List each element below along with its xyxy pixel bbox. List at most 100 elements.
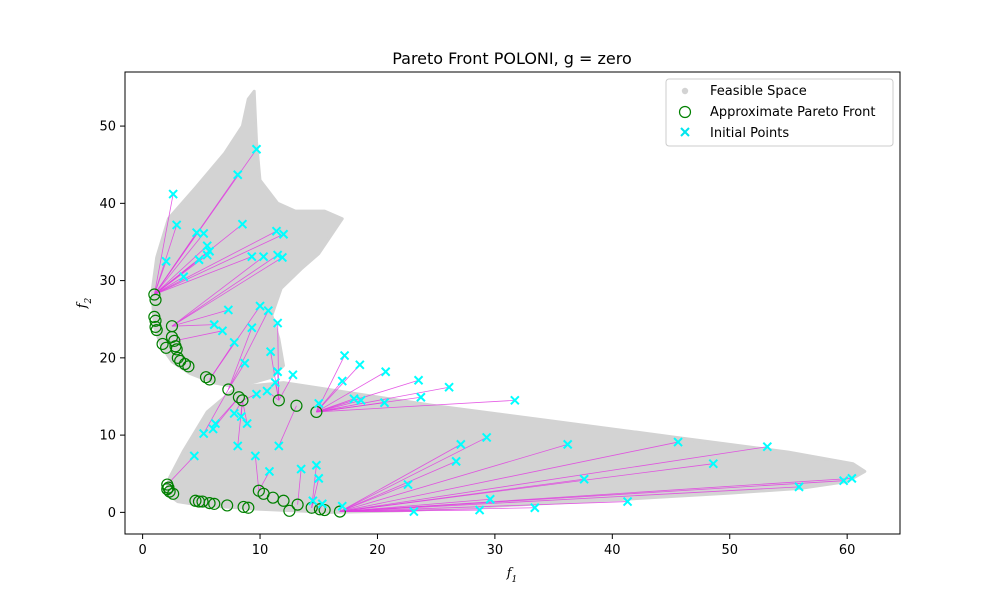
y-tick-label: 10 — [99, 429, 116, 444]
initial-point — [272, 318, 283, 328]
initial-point — [579, 474, 589, 484]
x-tick-label: 20 — [369, 543, 386, 558]
initial-point — [339, 350, 350, 361]
trajectory-line — [154, 256, 252, 295]
legend-label-feasible: Feasible Space — [710, 84, 807, 99]
initial-point — [229, 408, 239, 419]
pareto-front-point — [196, 495, 209, 508]
initial-point — [481, 432, 492, 443]
initial-point — [444, 382, 454, 392]
initial-point — [237, 219, 248, 229]
initial-point — [202, 241, 212, 251]
x-tick-label: 30 — [487, 543, 504, 558]
trajectory-line — [278, 405, 297, 447]
trajectory-line — [171, 256, 264, 327]
trajectory-line — [203, 389, 229, 434]
trajectory-line — [339, 437, 487, 512]
pareto-front-point — [168, 334, 181, 347]
y-tick-label: 30 — [99, 274, 116, 289]
trajectory-line — [339, 444, 462, 512]
pareto-front-point — [283, 504, 296, 517]
x-tick-label: 10 — [252, 543, 269, 558]
initial-point — [194, 255, 204, 265]
initial-point — [278, 229, 289, 239]
trajectory-line — [339, 484, 409, 512]
pareto-front-point — [203, 496, 216, 510]
trajectory-line — [339, 498, 491, 512]
trajectory-line — [316, 371, 386, 413]
trajectory-line — [316, 396, 421, 413]
trajectory-line — [154, 230, 277, 295]
initial-point — [242, 418, 252, 429]
initial-point — [189, 451, 199, 461]
initial-point — [208, 424, 218, 434]
trajectory-line — [339, 477, 852, 512]
trajectory-line — [153, 193, 174, 295]
initial-point — [270, 377, 281, 388]
pareto-front-point — [178, 357, 191, 371]
trajectory-line — [339, 443, 568, 512]
y-tick-label: 50 — [99, 120, 116, 135]
initial-point — [265, 346, 276, 357]
x-tick-label: 60 — [839, 543, 856, 558]
initial-point — [168, 189, 178, 199]
pareto-front-point — [291, 498, 304, 511]
initial-point — [161, 256, 171, 266]
trajectory-line — [227, 310, 269, 390]
initial-point — [209, 319, 219, 330]
trajectory-line — [258, 471, 270, 491]
initial-point — [251, 389, 262, 399]
trajectory-line — [316, 355, 345, 413]
initial-point — [673, 437, 683, 447]
trajectory-line — [171, 254, 278, 327]
trajectory-line — [316, 399, 515, 413]
initial-point — [314, 473, 324, 484]
initial-point — [311, 460, 322, 470]
pareto-front-point — [333, 505, 346, 518]
initial-point — [263, 306, 273, 316]
initial-point — [416, 392, 426, 402]
plot-frame — [124, 71, 901, 535]
initial-point — [308, 496, 318, 506]
pareto-front-point — [222, 383, 235, 396]
initial-point — [277, 252, 288, 263]
y-tick-label: 0 — [108, 506, 116, 521]
trajectory-line — [339, 486, 800, 512]
trajectory-line — [237, 400, 243, 446]
initial-point — [240, 358, 250, 368]
trajectory-line — [154, 245, 208, 295]
pareto-front-point — [208, 497, 221, 510]
initial-point — [288, 370, 298, 380]
initial-point — [762, 441, 773, 452]
trajectory-line — [209, 342, 235, 380]
initial-points-series — [161, 144, 857, 517]
initial-point — [274, 441, 284, 451]
chart-title: Pareto Front POLONI, g = zero — [392, 49, 632, 68]
y-tick-label: 20 — [99, 351, 116, 366]
initial-point — [337, 376, 347, 386]
initial-point — [337, 501, 347, 511]
initial-point — [379, 397, 390, 408]
x-tick-label: 40 — [604, 543, 621, 558]
initial-point — [258, 251, 269, 262]
x-tick-label: 50 — [721, 543, 738, 558]
pareto-front-point — [290, 399, 303, 412]
initial-point — [296, 464, 306, 474]
trajectory-line — [339, 461, 457, 512]
pareto-front-point — [171, 351, 184, 364]
initial-point — [247, 323, 257, 333]
x-axis-label: f1 — [506, 566, 518, 585]
feasible-region-upper — [150, 89, 344, 389]
trajectory-line — [212, 397, 240, 430]
initial-point — [271, 226, 282, 236]
initial-point — [485, 494, 495, 504]
trajectory-line — [339, 446, 768, 512]
initial-point — [272, 250, 283, 260]
initial-point — [250, 451, 261, 461]
pareto-front-point — [199, 371, 213, 384]
trajectory-line — [154, 233, 204, 295]
initial-point — [317, 499, 327, 509]
initial-point — [356, 395, 366, 406]
initial-point — [233, 441, 243, 451]
pareto-front-point — [170, 343, 183, 356]
